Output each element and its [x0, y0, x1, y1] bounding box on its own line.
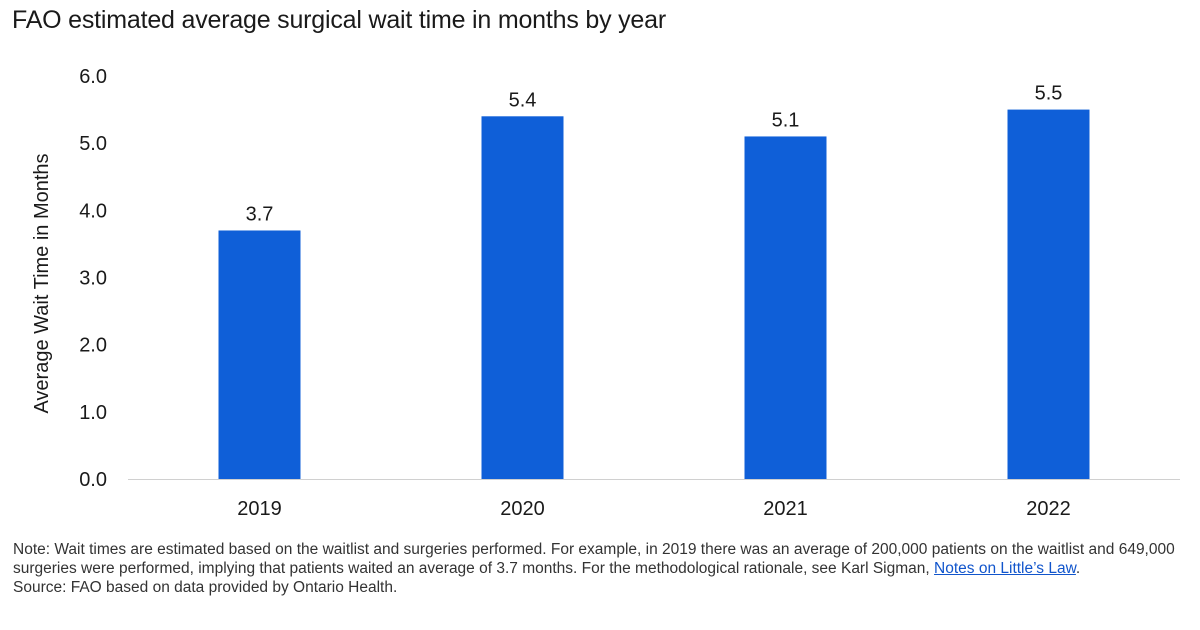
bar-value-label: 3.7: [246, 203, 274, 225]
littles-law-link[interactable]: Notes on Little’s Law: [934, 560, 1076, 577]
bar: [481, 116, 564, 480]
note-paragraph: Note: Wait times are estimated based on …: [13, 540, 1189, 578]
x-tick-label: 2019: [237, 498, 282, 520]
bar-series: [218, 109, 1090, 480]
x-axis-ticks: 2019 2020 2021 2022: [237, 498, 1071, 520]
y-tick-label: 2.0: [79, 335, 107, 357]
bar-value-label: 5.1: [772, 109, 800, 131]
y-tick-label: 4.0: [79, 200, 107, 222]
y-tick-label: 6.0: [79, 66, 107, 88]
chart-notes: Note: Wait times are estimated based on …: [13, 540, 1189, 597]
bar: [218, 230, 301, 479]
bar-value-label: 5.5: [1035, 83, 1063, 105]
data-labels: 3.7 5.4 5.1 5.5: [246, 83, 1063, 226]
y-tick-label: 3.0: [79, 268, 107, 290]
x-tick-label: 2021: [763, 498, 808, 520]
note-end: .: [1075, 560, 1081, 577]
bar-chart: 0.01.02.03.04.05.06.0 3.75.45.15.5 2019 2…: [31, 66, 1180, 520]
bar-value-label: 5.4: [509, 89, 537, 111]
x-tick-label: 2020: [500, 498, 545, 520]
x-tick-label: 2022: [1026, 498, 1071, 520]
bar: [1007, 109, 1090, 479]
y-tick-label: 0.0: [79, 469, 107, 491]
source-line: Source: FAO based on data provided by On…: [13, 579, 398, 596]
chart-title: FAO estimated average surgical wait time…: [12, 6, 666, 34]
y-axis-title: Average Wait Time in Months: [31, 153, 53, 413]
y-axis-ticks: 0.0 1.0 2.0 3.0 4.0 5.0 6.0: [79, 66, 107, 491]
y-tick-label: 5.0: [79, 133, 107, 155]
y-tick-label: 1.0: [79, 402, 107, 424]
note-text: Note: Wait times are estimated based on …: [13, 541, 1175, 577]
bar: [744, 136, 827, 479]
